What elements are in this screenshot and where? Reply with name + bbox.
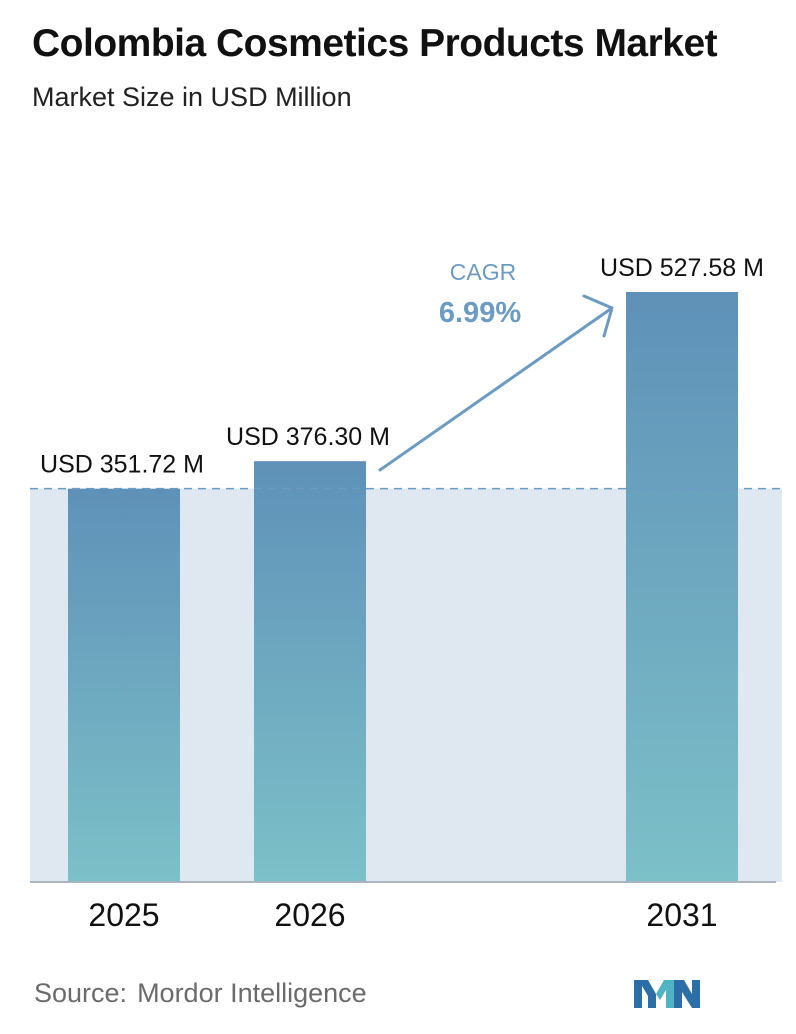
bar-2025 [68,488,180,882]
source-footer: Source: Mordor Intelligence [34,978,377,1009]
tick-label-2031: 2031 [646,897,717,933]
bar-2031 [626,292,738,882]
value-label-2025: USD 351.72 M [40,451,204,479]
value-label-2026: USD 376.30 M [226,423,390,451]
source-name: Mordor Intelligence [137,978,367,1008]
bar-2026 [254,461,366,882]
cagr-arrow [378,294,614,472]
bar-chart: USD 351.72 M USD 376.30 M USD 527.58 M 202… [30,254,782,933]
cagr-label: CAGR [450,259,516,285]
value-label-2031: USD 527.58 M [600,254,764,282]
cagr-annotation: CAGR 6.99% [378,259,614,472]
tick-label-2025: 2025 [88,897,159,933]
cagr-value: 6.99% [439,297,521,329]
chart-title: Colombia Cosmetics Products Market [32,22,718,65]
chart-subtitle: Market Size in USD Million [32,82,352,112]
tick-label-2026: 2026 [274,897,345,933]
mordor-intelligence-logo [634,980,700,1008]
source-label: Source: [34,978,128,1008]
